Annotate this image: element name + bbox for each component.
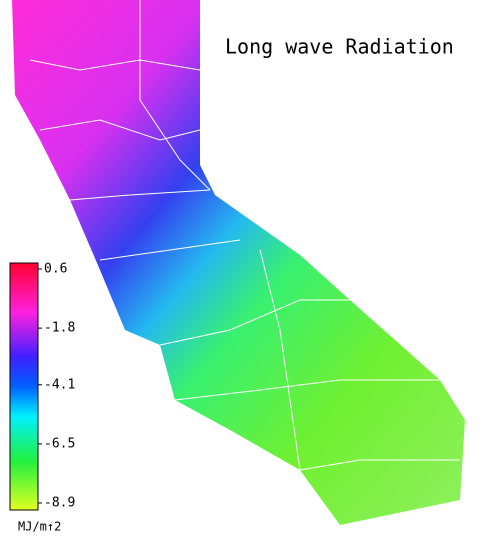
state-shape <box>12 0 465 525</box>
tick-label: -8.9 <box>44 496 75 511</box>
tick-label: -6.5 <box>44 436 75 451</box>
map-title: Long wave Radiation <box>225 35 454 59</box>
colorbar <box>9 262 39 511</box>
colorbar-unit: MJ/m↑2 <box>18 520 61 534</box>
tick-label: 0.6 <box>44 262 67 277</box>
tick-label: -4.1 <box>44 377 75 392</box>
colorbar-ticks: 0.6 -1.8 -4.1 -6.5 -8.9 <box>38 262 75 511</box>
tick-label: -1.8 <box>44 321 75 336</box>
county-lines <box>29 0 460 471</box>
